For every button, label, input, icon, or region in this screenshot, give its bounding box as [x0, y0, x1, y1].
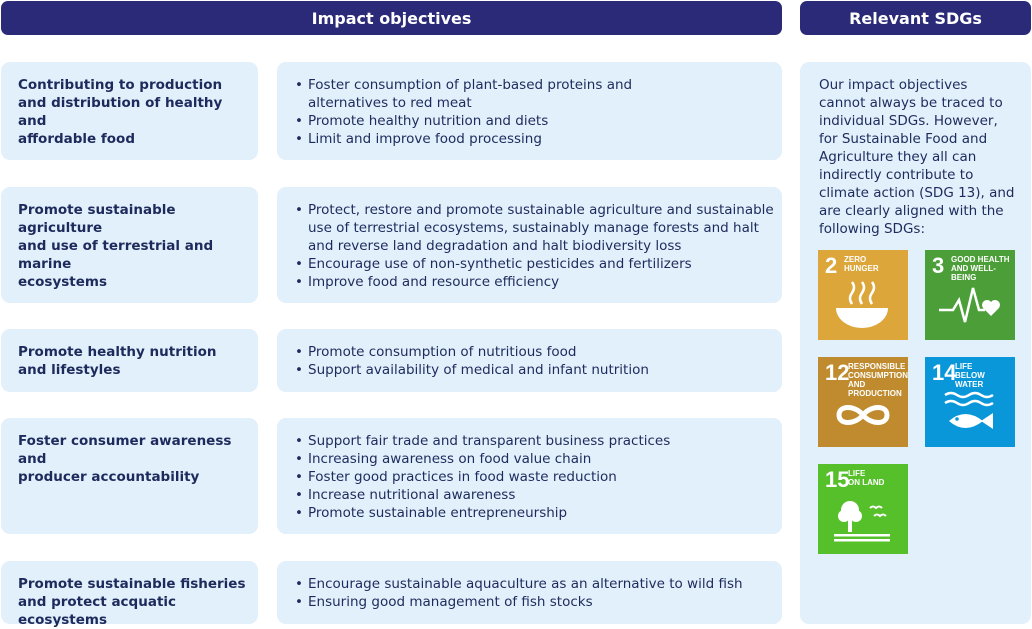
- bullet-item: Support fair trade and transparent busin…: [295, 432, 774, 450]
- objective-bullets-healthy-nutrition: Promote consumption of nutritious food S…: [277, 329, 782, 392]
- sdg-label: Good health and well-being: [951, 255, 1010, 282]
- bullet-item: Protect, restore and promote sustainable…: [295, 201, 774, 255]
- sdg-number: 3: [932, 253, 945, 278]
- objective-title-consumer-awareness: Foster consumer awareness and producer a…: [1, 418, 258, 534]
- objective-bullets-consumer-awareness: Support fair trade and transparent busin…: [277, 418, 782, 534]
- sdg-tile-responsible-consumption: 12 Responsible consumption and productio…: [818, 357, 908, 447]
- sdg-tile-life-on-land: 15 Life on land: [818, 464, 908, 554]
- objective-title-sustainable-fisheries: Promote sustainable fisheries and protec…: [1, 561, 258, 628]
- infinity-icon: [836, 405, 890, 425]
- relevant-sdgs-header: Relevant SDGs: [800, 1, 1031, 35]
- sdg-intro-text: Our impact objectives cannot always be t…: [819, 77, 1015, 237]
- objective-title-food-production: Contributing to production and distribut…: [1, 62, 258, 160]
- bullet-item: Ensuring good management of fish stocks: [295, 593, 774, 611]
- bullet-item: Promote consumption of nutritious food: [295, 343, 774, 361]
- objective-bullets-sustainable-agriculture: Protect, restore and promote sustainable…: [277, 187, 782, 303]
- bullet-item: Encourage use of non-synthetic pesticide…: [295, 255, 774, 273]
- bullet-item: Improve food and resource efficiency: [295, 273, 774, 291]
- bullet-item: Promote healthy nutrition and diets: [295, 112, 774, 130]
- sdg-label: Zero hunger: [844, 255, 879, 273]
- sdg-number: 12: [825, 360, 850, 385]
- bowl-icon: [836, 281, 888, 328]
- sdg-label: Life on land: [848, 469, 885, 487]
- sdg-tile-good-health: 3 Good health and well-being: [925, 250, 1015, 340]
- bullet-item: Support availability of medical and infa…: [295, 361, 774, 379]
- bullet-item: Limit and improve food processing: [295, 130, 774, 148]
- objective-title-sustainable-agriculture: Promote sustainable agriculture and use …: [1, 187, 258, 303]
- sdg-number: 15: [825, 467, 850, 492]
- fish-icon: [944, 391, 994, 429]
- objective-bullets-food-production: Foster consumption of plant-based protei…: [277, 62, 782, 160]
- objective-bullets-sustainable-fisheries: Encourage sustainable aquaculture as an …: [277, 561, 782, 624]
- heartbeat-icon: [939, 287, 1000, 323]
- sdg-tile-zero-hunger: 2 Zero hunger: [818, 250, 908, 340]
- sdg-tile-life-below-water: 14 Life below water: [925, 357, 1015, 447]
- bullet-item: Increase nutritional awareness: [295, 486, 774, 504]
- bullet-item: Encourage sustainable aquaculture as an …: [295, 575, 774, 593]
- bullet-item: Foster good practices in food waste redu…: [295, 468, 774, 486]
- sdg-label: Responsible consumption and production: [848, 362, 908, 398]
- tree-icon: [834, 501, 890, 542]
- sdg-number: 14: [932, 360, 957, 385]
- impact-objectives-header: Impact objectives: [1, 1, 782, 35]
- sdg-number: 2: [825, 253, 838, 278]
- bullet-item: Promote sustainable entrepreneurship: [295, 504, 774, 522]
- sdg-label: Life below water: [955, 362, 985, 389]
- bullet-item: Increasing awareness on food value chain: [295, 450, 774, 468]
- bullet-item: Foster consumption of plant-based protei…: [295, 76, 774, 112]
- objective-title-healthy-nutrition: Promote healthy nutrition and lifestyles: [1, 329, 258, 392]
